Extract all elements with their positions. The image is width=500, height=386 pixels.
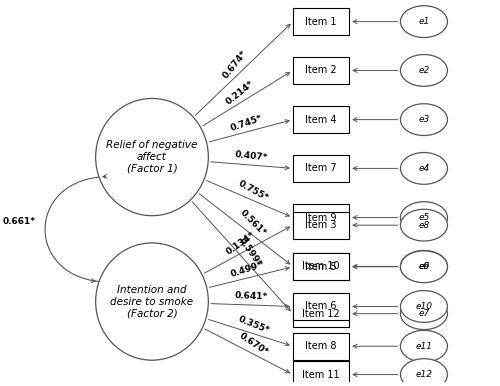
Text: e1: e1 [418, 17, 430, 26]
Text: e4: e4 [418, 164, 430, 173]
Ellipse shape [400, 330, 448, 362]
Ellipse shape [400, 6, 448, 37]
Bar [293, 293, 349, 320]
Text: 0.641*: 0.641* [234, 291, 268, 302]
Text: e7: e7 [418, 309, 430, 318]
Ellipse shape [400, 152, 448, 184]
Ellipse shape [400, 54, 448, 86]
Text: Item 8: Item 8 [306, 341, 337, 351]
Text: Intention and
desire to smoke
(Factor 2): Intention and desire to smoke (Factor 2) [110, 285, 194, 318]
Bar [293, 212, 349, 239]
Text: 0.214*: 0.214* [224, 78, 256, 106]
Bar [293, 253, 349, 280]
Text: e6: e6 [418, 262, 430, 271]
Text: Item 4: Item 4 [306, 115, 337, 125]
Text: Item 6: Item 6 [306, 301, 337, 312]
Text: e10: e10 [416, 302, 432, 311]
Text: 0.599*: 0.599* [238, 236, 264, 268]
Bar [293, 204, 349, 231]
Ellipse shape [400, 202, 448, 234]
Bar [293, 361, 349, 386]
Text: e5: e5 [418, 213, 430, 222]
Text: Item 3: Item 3 [306, 220, 337, 230]
Text: Item 2: Item 2 [305, 66, 337, 75]
Text: Item 11: Item 11 [302, 369, 340, 379]
Text: Item 9: Item 9 [306, 213, 337, 223]
Text: 0.670*: 0.670* [238, 331, 270, 357]
Bar [293, 57, 349, 84]
Ellipse shape [96, 243, 208, 360]
Bar [293, 333, 349, 360]
Ellipse shape [400, 359, 448, 386]
Ellipse shape [400, 298, 448, 330]
Bar [293, 155, 349, 182]
Ellipse shape [400, 251, 448, 282]
Ellipse shape [96, 98, 208, 216]
Bar [293, 300, 349, 327]
Text: e11: e11 [416, 342, 432, 351]
Text: e8: e8 [418, 221, 430, 230]
Text: 0.355*: 0.355* [236, 314, 270, 335]
Text: 0.661*: 0.661* [2, 217, 35, 226]
Ellipse shape [400, 291, 448, 322]
Text: 0.561*: 0.561* [238, 208, 268, 238]
Text: e2: e2 [418, 66, 430, 75]
Text: 0.499*: 0.499* [230, 260, 264, 279]
Ellipse shape [400, 209, 448, 241]
Bar [293, 8, 349, 35]
Text: Item 7: Item 7 [305, 163, 337, 173]
Text: 0.134*: 0.134* [225, 230, 258, 256]
Text: e3: e3 [418, 115, 430, 124]
Text: Item 10: Item 10 [302, 261, 340, 271]
Text: Item 1: Item 1 [306, 17, 337, 27]
Text: Item 5: Item 5 [305, 262, 337, 272]
Bar [293, 106, 349, 133]
Text: 0.755*: 0.755* [237, 179, 270, 203]
Bar [293, 253, 349, 280]
Text: 0.674*: 0.674* [221, 49, 248, 80]
Text: e9: e9 [418, 262, 430, 271]
Ellipse shape [400, 251, 448, 283]
Text: Relief of negative
affect
(Factor 1): Relief of negative affect (Factor 1) [106, 141, 198, 174]
Ellipse shape [400, 104, 448, 135]
Text: Item 12: Item 12 [302, 309, 340, 319]
Text: 0.745*: 0.745* [229, 113, 264, 133]
Text: e12: e12 [416, 370, 432, 379]
Text: 0.407*: 0.407* [234, 151, 268, 163]
